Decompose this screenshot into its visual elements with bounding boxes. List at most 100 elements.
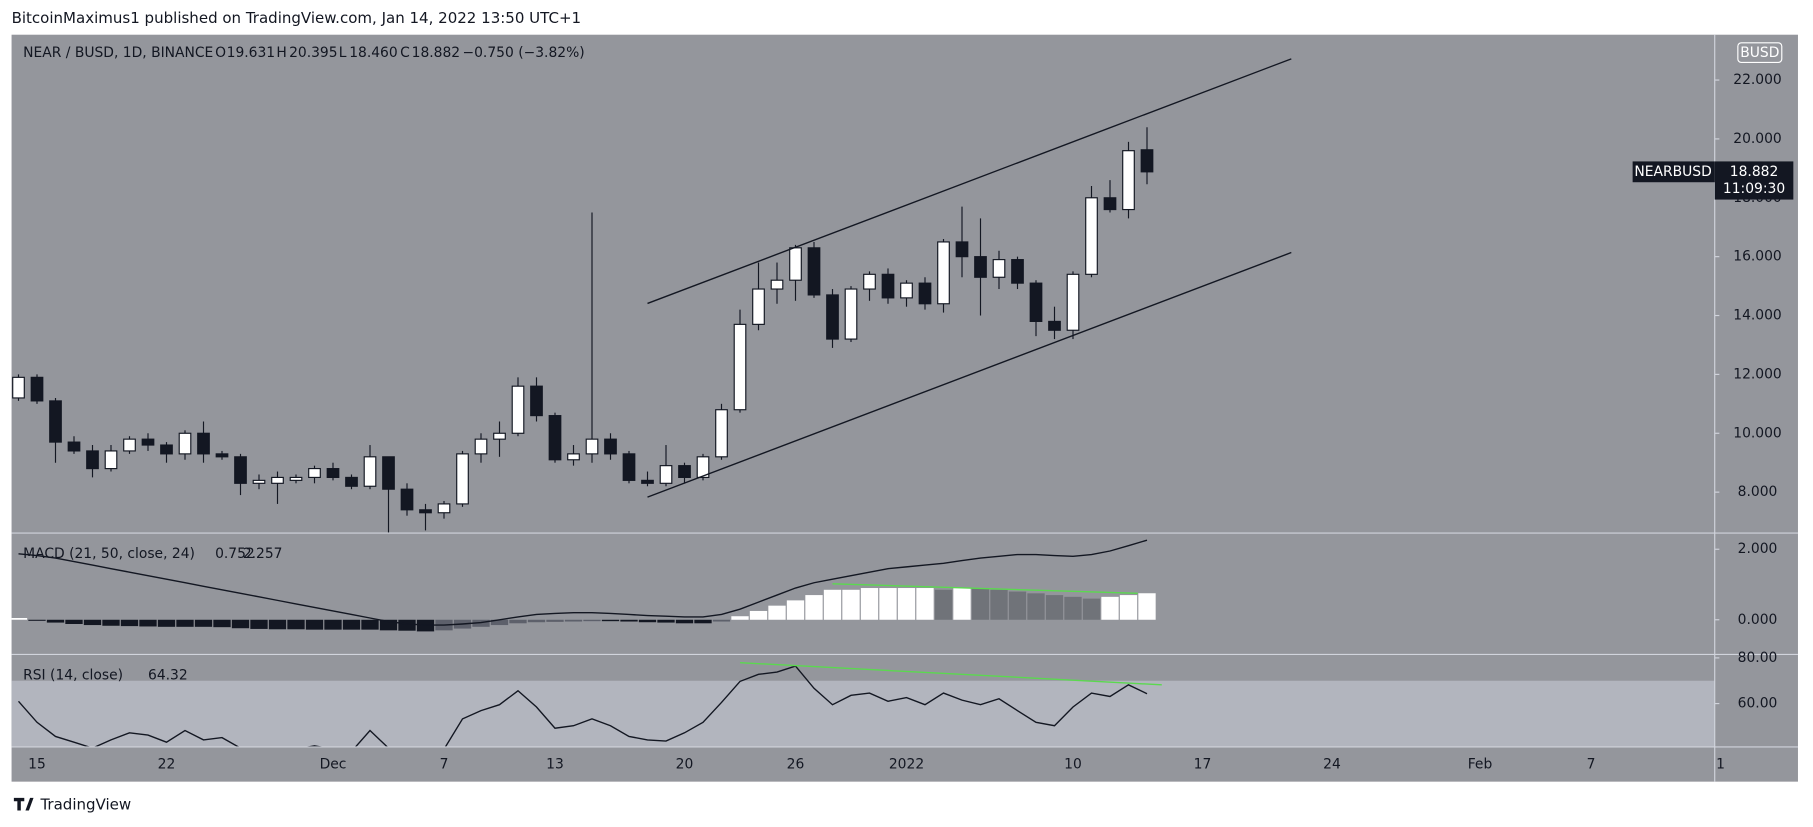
candle-body (456, 453, 469, 505)
histogram-value: 0.752 (215, 546, 255, 562)
candle-body (678, 465, 691, 479)
histogram-bar (472, 619, 490, 627)
histogram-bar (176, 619, 194, 627)
candle-body (12, 376, 25, 399)
countdown-label: 11:09:30 (1723, 181, 1785, 197)
histogram-bar (1045, 595, 1064, 620)
candle-body (30, 376, 44, 402)
histogram-bar (65, 619, 83, 624)
y-tick-label: 80.00 (1738, 650, 1778, 666)
y-tick-label: 0.000 (1738, 612, 1778, 628)
histogram-bar (361, 619, 379, 630)
rsi-band (11, 680, 1715, 747)
histogram-bar (250, 619, 268, 629)
histogram-bar (805, 595, 823, 620)
histogram-bar (990, 589, 1008, 620)
ohlc-letter: C (400, 45, 410, 61)
histogram-bar (694, 619, 712, 624)
ohlc-value: 18.460 (349, 45, 398, 61)
histogram-bar (1008, 591, 1027, 620)
currency-badge[interactable] (1737, 42, 1783, 64)
histogram-bar (601, 619, 620, 622)
histogram-bar (509, 619, 527, 624)
histogram-bar (675, 619, 694, 624)
candle-body (789, 247, 802, 281)
x-tick-label: 22 (158, 756, 176, 772)
candle-body (659, 465, 673, 484)
x-tick-label: 26 (787, 756, 805, 772)
candle-body (881, 273, 895, 299)
histogram-bar (28, 619, 46, 621)
histogram-bar (46, 619, 65, 623)
histogram-bar (860, 588, 879, 620)
histogram-bar (564, 619, 583, 622)
y-tick-label: 16.000 (1733, 249, 1781, 265)
histogram-bar (11, 618, 28, 620)
histogram-bar (953, 588, 971, 620)
y-tick-label: 60.00 (1738, 696, 1778, 712)
candle-body (437, 503, 451, 514)
publisher-line: BitcoinMaximus1 published on TradingView… (12, 9, 582, 27)
logo-icon (13, 797, 34, 811)
candle-body (178, 432, 192, 455)
trend-line (647, 251, 1292, 498)
candle-body (67, 441, 81, 452)
candle-body (530, 385, 543, 417)
histogram-bar (1101, 596, 1119, 620)
histogram-bar (1027, 593, 1045, 620)
candle-body (326, 468, 340, 479)
rsi-band-group (11, 680, 1715, 747)
candle-body (918, 282, 932, 305)
candle-body (474, 438, 488, 455)
histogram-bar (712, 619, 731, 622)
change-value: −0.750 (−3.82%) (463, 45, 585, 61)
y-tick-label: 20.000 (1733, 131, 1781, 147)
candle-body (1140, 149, 1154, 173)
histogram-bar (139, 619, 157, 627)
candle-body (215, 453, 229, 458)
candle-body (1122, 150, 1135, 211)
histogram-bar (1119, 595, 1138, 620)
histogram-bar (823, 589, 842, 620)
candle-body (104, 450, 118, 470)
y-tick-label: 22.000 (1733, 72, 1781, 88)
rsi-value: 64.32 (148, 667, 188, 683)
x-tick-label: 24 (1323, 756, 1341, 772)
pane-title: MACD (21, 50, close, 24) (23, 546, 195, 562)
histogram-bar (194, 619, 213, 627)
currency-label: BUSD (1740, 45, 1779, 61)
histogram-bar (324, 619, 342, 630)
histogram-bar (786, 600, 805, 620)
histogram-bar (971, 588, 990, 620)
candle-body (585, 438, 599, 455)
candle-body (641, 479, 654, 484)
ohlc-value: 18.882 (412, 45, 461, 61)
histogram-bar (83, 619, 102, 626)
candle-body (1066, 273, 1080, 331)
x-tick-label: 20 (676, 756, 694, 772)
histogram-bar (157, 619, 176, 627)
x-tick-label: 1 (1716, 756, 1725, 772)
candle-body (1029, 282, 1043, 322)
candle-body (770, 279, 784, 290)
candle-body (252, 479, 266, 484)
candle-body (86, 450, 99, 470)
histogram-bar (1082, 598, 1101, 620)
histogram-bar (305, 619, 324, 630)
candle-body (382, 456, 395, 490)
candle-body (1103, 197, 1117, 211)
histogram-bar (916, 588, 934, 620)
histogram-bar (398, 619, 416, 631)
histogram-bar (768, 605, 786, 620)
pane-title: RSI (14, close) (23, 667, 123, 683)
histogram-bar (842, 589, 860, 620)
candle-body (160, 444, 173, 455)
histogram-bar (934, 589, 953, 620)
chart-layer (11, 58, 1292, 747)
histogram-bar (287, 619, 305, 630)
candle-body (733, 323, 747, 411)
pane-title: NEAR / BUSD, 1D, BINANCE (23, 45, 213, 61)
y-tick-label: 10.000 (1733, 425, 1781, 441)
x-tick-label: 2022 (889, 756, 924, 772)
